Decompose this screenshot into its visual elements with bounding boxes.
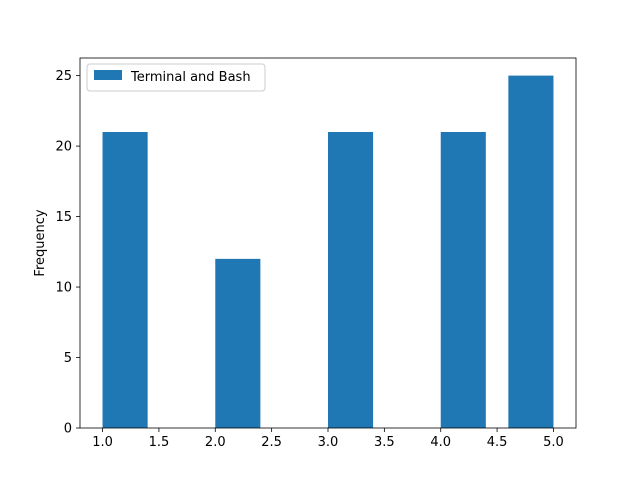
x-tick-label: 1.5 bbox=[149, 435, 170, 450]
histogram-bar bbox=[215, 258, 261, 428]
histogram-bar bbox=[508, 75, 554, 428]
legend-label: Terminal and Bash bbox=[130, 70, 251, 85]
y-axis-ticks: 0 5 10 15 20 25 bbox=[55, 69, 80, 437]
y-tick-label: 0 bbox=[64, 422, 72, 437]
x-tick-label: 3.5 bbox=[374, 435, 395, 450]
histogram-bar bbox=[440, 132, 486, 428]
x-tick-label: 3.0 bbox=[318, 435, 339, 450]
x-tick-label: 2.5 bbox=[261, 435, 282, 450]
x-tick-label: 1.0 bbox=[92, 435, 113, 450]
x-tick-label: 4.5 bbox=[487, 435, 508, 450]
x-tick-label: 4.0 bbox=[430, 435, 451, 450]
y-tick-label: 15 bbox=[55, 210, 72, 225]
histogram-bar bbox=[328, 132, 374, 428]
x-tick-label: 2.0 bbox=[205, 435, 226, 450]
y-tick-label: 5 bbox=[64, 351, 72, 366]
legend: Terminal and Bash bbox=[86, 63, 266, 92]
bars-group bbox=[102, 75, 554, 428]
y-tick-label: 20 bbox=[55, 140, 72, 155]
histogram-bar bbox=[102, 132, 148, 428]
x-tick-label: 5.0 bbox=[543, 435, 564, 450]
legend-box bbox=[86, 63, 266, 92]
legend-swatch bbox=[94, 70, 122, 80]
x-axis-ticks: 1.0 1.5 2.0 2.5 3.0 3.5 4.0 4.5 5.0 bbox=[92, 428, 564, 450]
y-axis-label: Frequency bbox=[33, 209, 48, 276]
y-tick-label: 10 bbox=[55, 281, 72, 296]
y-tick-label: 25 bbox=[55, 69, 72, 84]
